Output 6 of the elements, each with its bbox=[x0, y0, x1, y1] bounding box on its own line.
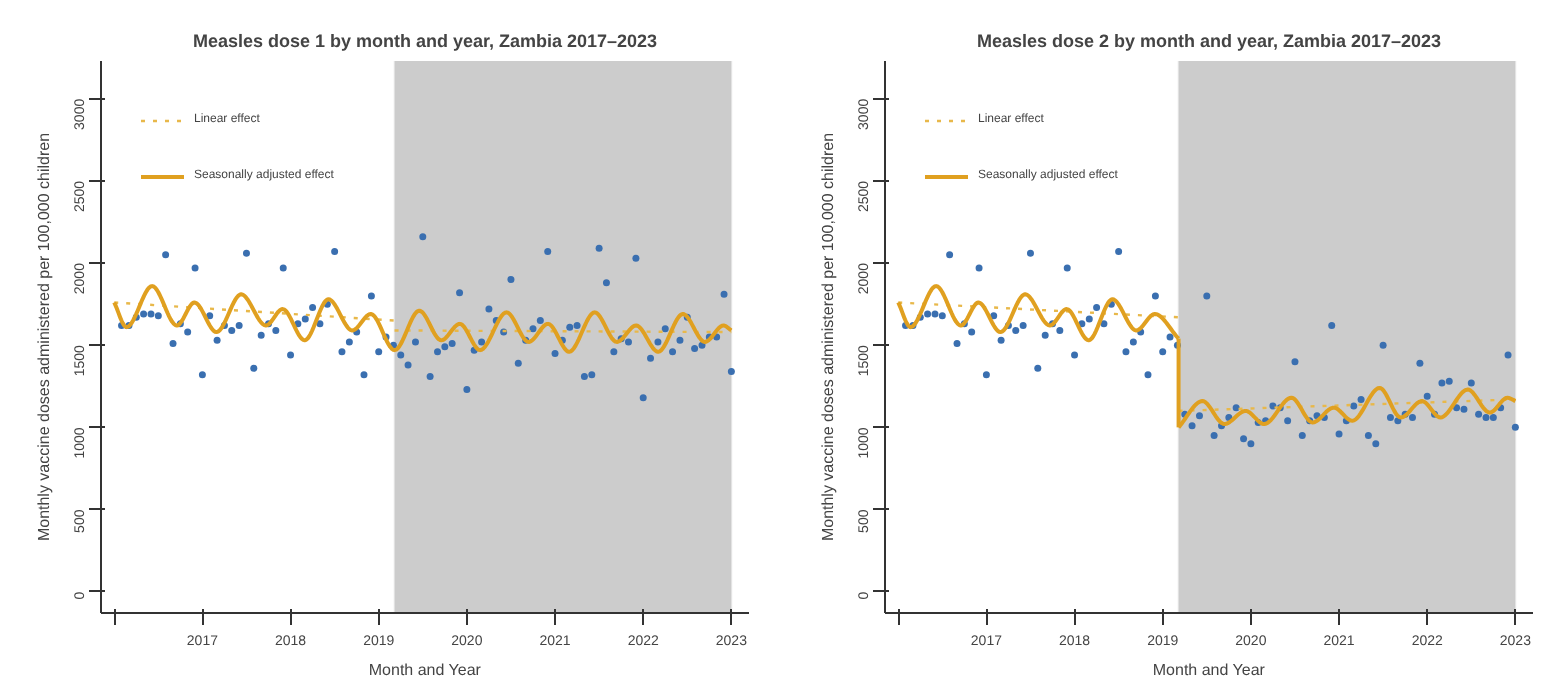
y-axis-title: Monthly vaccine doses administered per 100,000 children bbox=[35, 132, 53, 542]
y-axis-title: Monthly vaccine doses administered per 100,000 children bbox=[819, 132, 837, 542]
chart-title: Measles dose 1 by month and year, Zambia 2017–2023 bbox=[192, 31, 658, 51]
x-axis-title: Month and Year bbox=[368, 661, 482, 679]
x-axis-title: Month and Year bbox=[1152, 661, 1266, 679]
chart-title: Measles dose 2 by month and year, Zambia 2017–2023 bbox=[976, 31, 1442, 51]
